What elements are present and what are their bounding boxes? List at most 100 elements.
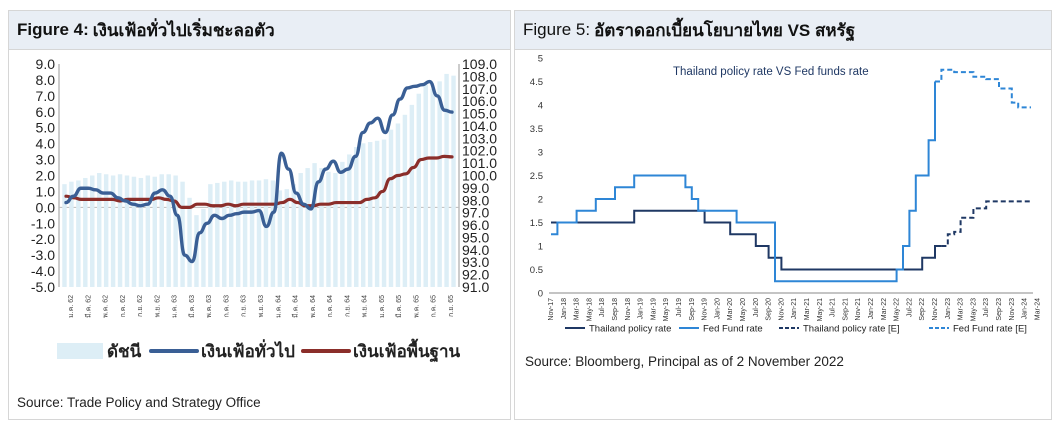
index-bar bbox=[256, 180, 262, 287]
core-inflation-line bbox=[64, 154, 454, 209]
y-right-tick-label: 104.0 bbox=[462, 118, 497, 134]
legend-label: Fed Fund rate [E] bbox=[953, 324, 1027, 335]
x-tick-label: ม.ค. 63 bbox=[172, 295, 179, 318]
x-tick-label: Sep-20 bbox=[766, 298, 773, 321]
y-left-tick-label: -4.0 bbox=[31, 263, 55, 279]
y-right-tick-label: 108.0 bbox=[462, 68, 497, 84]
y-left-tick-label: -2.0 bbox=[31, 231, 55, 247]
x-tick-label: มี.ค. 62 bbox=[84, 295, 92, 318]
index-bar bbox=[96, 173, 102, 287]
x-tick-label: ก.ย. 65 bbox=[448, 295, 455, 317]
x-tick-label: Nov-21 bbox=[855, 298, 862, 321]
y-tick-label: 4 bbox=[538, 101, 543, 112]
x-tick-label: Jan-24 bbox=[1022, 298, 1029, 320]
y-tick-label: 4.5 bbox=[530, 77, 543, 88]
y-right-tick-label: 95.0 bbox=[462, 229, 489, 245]
y-left-tick-label: 3.0 bbox=[36, 152, 56, 168]
x-tick-label: Jul-22 bbox=[906, 298, 913, 317]
index-bar bbox=[416, 93, 422, 287]
y-right-tick-label: 99.0 bbox=[462, 180, 489, 196]
y-tick-label: 5 bbox=[538, 54, 543, 65]
index-bar bbox=[354, 147, 359, 287]
index-bar bbox=[270, 180, 276, 287]
x-tick-label: มี.ค. 65 bbox=[395, 295, 403, 318]
y-left-tick-label: 1.0 bbox=[36, 183, 56, 199]
index-bar bbox=[103, 174, 109, 287]
x-tick-label: May-18 bbox=[586, 298, 593, 321]
x-tick-label: Mar-20 bbox=[727, 298, 734, 320]
index-bar bbox=[208, 184, 213, 287]
index-bar bbox=[430, 88, 435, 288]
index-bar bbox=[374, 140, 380, 287]
index-bar bbox=[326, 171, 331, 287]
headline-inflation-line bbox=[64, 79, 454, 264]
x-tick-label: พ.ค. 62 bbox=[103, 295, 110, 318]
index-bar bbox=[242, 181, 248, 287]
y-left-tick-label: -5.0 bbox=[31, 279, 55, 295]
x-tick-label: Mar-21 bbox=[804, 298, 811, 320]
y-left-tick-label: 7.0 bbox=[36, 88, 56, 104]
index-bar bbox=[381, 139, 387, 287]
x-tick-label: ม.ค. 62 bbox=[68, 295, 75, 318]
y-tick-label: 2 bbox=[538, 195, 543, 206]
index-bar bbox=[187, 197, 192, 287]
thailand-policy-rate-line bbox=[551, 209, 942, 271]
index-bar bbox=[228, 180, 234, 287]
y-right-tick-label: 105.0 bbox=[462, 106, 497, 122]
x-tick-label: Nov-19 bbox=[702, 298, 709, 321]
index-bar bbox=[110, 175, 116, 287]
y-right-tick-label: 100.0 bbox=[462, 168, 497, 184]
x-tick-label: May-22 bbox=[894, 298, 901, 321]
figure-5-label: Figure 5: bbox=[523, 20, 591, 39]
index-bar bbox=[249, 180, 255, 287]
index-bar bbox=[166, 174, 171, 287]
index-bar bbox=[117, 174, 123, 287]
index-bar bbox=[347, 154, 352, 287]
x-tick-label: ก.ย. 63 bbox=[241, 295, 248, 317]
x-tick-label: May-23 bbox=[970, 298, 977, 321]
inflation-chart: 9.08.07.06.05.04.03.02.01.00.0-1.0-2.0-3… bbox=[31, 56, 497, 363]
index-bar bbox=[277, 190, 283, 287]
y-left-tick-label: 2.0 bbox=[36, 168, 56, 184]
index-bar bbox=[312, 163, 317, 287]
x-tick-label: Jul-23 bbox=[983, 298, 990, 317]
x-tick-label: Jul-18 bbox=[599, 298, 606, 317]
y-tick-label: 2.5 bbox=[530, 171, 543, 182]
x-tick-label: Jul-19 bbox=[676, 298, 683, 317]
x-tick-label: ก.ย. 62 bbox=[137, 295, 144, 317]
index-bar bbox=[235, 181, 241, 287]
figure-4-panel: Figure 4: เงินเฟ้อทั่วไปเริ่มชะลอตัว 9.0… bbox=[8, 10, 511, 420]
figure-4-label: Figure 4: bbox=[17, 20, 89, 39]
x-tick-label: พ.ค. 65 bbox=[413, 295, 420, 318]
y-tick-label: 1.5 bbox=[530, 218, 543, 229]
x-tick-label: May-20 bbox=[740, 298, 747, 321]
y-left-tick-label: 4.0 bbox=[36, 136, 56, 152]
x-tick-label: ก.ค. 65 bbox=[431, 295, 438, 318]
x-tick-label: Jan-21 bbox=[791, 298, 798, 320]
index-bar bbox=[69, 181, 74, 287]
index-bar bbox=[124, 175, 130, 287]
x-tick-label: ก.ค. 64 bbox=[327, 295, 334, 318]
index-bar bbox=[340, 161, 345, 287]
x-tick-label: Nov-23 bbox=[1009, 298, 1016, 321]
x-tick-label: Jul-21 bbox=[830, 298, 837, 317]
x-tick-label: Nov-22 bbox=[932, 298, 939, 321]
index-bar bbox=[131, 176, 137, 287]
x-tick-label: Nov-17 bbox=[548, 298, 555, 321]
legend-headline-label: เงินเฟ้อทั่วไป bbox=[201, 339, 295, 361]
x-tick-label: Mar-19 bbox=[650, 298, 657, 320]
y-right-tick-label: 92.0 bbox=[462, 267, 489, 283]
y-right-tick-label: 103.0 bbox=[462, 130, 497, 146]
x-tick-label: Jul-20 bbox=[753, 298, 760, 317]
x-tick-label: ก.ย. 64 bbox=[344, 295, 351, 317]
index-bar bbox=[305, 168, 310, 287]
index-bar bbox=[222, 181, 227, 287]
x-tick-label: Sep-18 bbox=[612, 298, 619, 321]
legend-label: Thailand policy rate [E] bbox=[803, 324, 900, 335]
figure-5-source: Source: Bloomberg, Principal as of 2 Nov… bbox=[525, 354, 844, 369]
x-tick-label: Jan-23 bbox=[945, 298, 952, 320]
figure-5-panel: Figure 5: อัตราดอกเบี้ยนโยบายไทย VS สหรั… bbox=[514, 10, 1052, 420]
figure-4-title: เงินเฟ้อทั่วไปเริ่มชะลอตัว bbox=[92, 20, 275, 40]
legend-index-swatch bbox=[57, 343, 103, 359]
index-bar bbox=[333, 173, 338, 287]
